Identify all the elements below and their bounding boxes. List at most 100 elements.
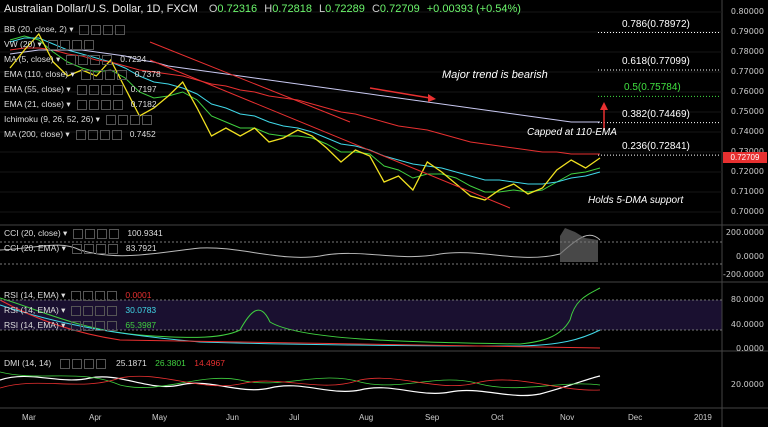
trend-annotation: Major trend is bearish <box>442 69 548 81</box>
dmi-adx-line <box>0 375 601 397</box>
indicator-label: BB (20, close, 2) <box>4 24 67 34</box>
dmi-minus-line <box>0 375 601 391</box>
panel-legend-row[interactable]: RSI (14, EMA) ▾ 30.0783 <box>4 305 157 317</box>
grid <box>0 11 722 213</box>
indicator-buttons[interactable] <box>76 99 125 111</box>
indicator-legend-row[interactable]: EMA (55, close) ▾ 0.7197 <box>4 84 157 96</box>
indicator-legend-row[interactable]: EMA (21, close) ▾ 0.7182 <box>4 99 157 111</box>
indicator-buttons[interactable] <box>66 54 114 66</box>
panel-legend-label: CCI (20, EMA) ▾ <box>4 243 66 253</box>
y-tick-label: 0.74000 <box>730 127 764 136</box>
panel-legend-value: 100.9341 <box>127 228 163 238</box>
panel-legend-label: CCI (20, close) ▾ <box>4 228 68 238</box>
cci-tick-0: 0.0000 <box>736 252 764 261</box>
indicator-label: MA (5, close) <box>4 54 54 64</box>
y-tick-label: 0.77000 <box>730 67 764 76</box>
series-line <box>9 47 600 155</box>
indicator-legend-row[interactable]: Ichimoku (9, 26, 52, 26) ▾ <box>4 114 154 126</box>
y-tick-label: 0.71000 <box>730 187 764 196</box>
panel-legend-row[interactable]: CCI (20, close) ▾ 100.9341 <box>4 228 163 240</box>
panel-legend-label: RSI (14, EMA) ▾ <box>4 320 66 330</box>
indicator-label: EMA (55, close) <box>4 84 64 94</box>
chevron-down-icon[interactable]: ▾ <box>63 129 70 139</box>
rsi-tick-0: 0.0000 <box>736 344 764 353</box>
indicator-value: 0.7224 <box>120 54 147 64</box>
y-tick-label: 0.79000 <box>730 27 764 36</box>
rsi-band <box>0 300 722 330</box>
cci-tick-neg200: -200.0000 <box>722 270 764 279</box>
indicator-legend-row[interactable]: MA (5, close) ▾ 0.7224 <box>4 54 147 66</box>
y-tick-label: 0.78000 <box>730 47 764 56</box>
trend-arrow <box>369 87 431 99</box>
x-tick-label: Aug <box>359 413 374 422</box>
fib-label: 0.618(0.77099) <box>622 56 690 68</box>
panel-legend-value: 0.0001 <box>125 290 152 300</box>
cci-fill <box>560 228 598 262</box>
panel-legend-value: 65.3987 <box>125 320 157 330</box>
fib-label: 0.382(0.74469) <box>622 108 690 120</box>
y-tick-label: 0.72000 <box>730 167 764 176</box>
panel-legend-row[interactable]: RSI (14, EMA) ▾ 0.0001 <box>4 290 152 302</box>
rsi-cyan-line <box>0 304 601 347</box>
dmi-legend[interactable]: DMI (14, 14) 25.1871 26.3801 14.4967 <box>4 358 225 370</box>
indicator-value: 0.7197 <box>130 84 157 94</box>
indicator-buttons[interactable] <box>75 129 124 141</box>
x-tick-label: Nov <box>560 413 575 422</box>
y-tick-label: 0.70000 <box>730 207 764 216</box>
y-tick-label: 0.80000 <box>730 7 764 16</box>
indicator-label: MA (200, close) <box>4 129 64 139</box>
indicator-buttons[interactable] <box>47 39 96 51</box>
indicator-legend-row[interactable]: MA (200, close) ▾ 0.7452 <box>4 129 156 141</box>
cci-line <box>0 234 601 258</box>
x-tick-label: 2019 <box>694 413 712 422</box>
last-price-tag: 0.72709 <box>723 152 767 163</box>
trend-channel <box>149 41 511 209</box>
series-line <box>9 32 601 201</box>
y-tick-label: 0.76000 <box>730 87 764 96</box>
chevron-down-icon[interactable]: ▾ <box>64 84 71 94</box>
y-tick-label: 0.73000 <box>731 147 764 156</box>
chevron-down-icon[interactable]: ▾ <box>53 54 61 64</box>
indicator-legend-row[interactable]: VW (20) ▾ <box>4 39 96 51</box>
indicator-legend-row[interactable]: EMA (110, close) ▾ 0.7378 <box>4 69 161 81</box>
x-tick-label: Jun <box>226 413 239 422</box>
indicator-buttons[interactable] <box>105 114 154 126</box>
channel-line <box>149 41 351 123</box>
chevron-down-icon[interactable]: ▾ <box>35 39 42 49</box>
panel-legend-row[interactable]: RSI (14, EMA) ▾ 65.3987 <box>4 320 157 332</box>
indicator-buttons[interactable] <box>76 84 125 96</box>
rsi-tick-40: 40.0000 <box>730 320 764 329</box>
indicator-value: 0.7182 <box>130 99 157 109</box>
capped-arrow-head <box>600 102 608 110</box>
panel-legend-row[interactable]: CCI (20, EMA) ▾ 83.7921 <box>4 243 157 255</box>
cci-tick-200: 200.0000 <box>725 228 764 237</box>
series-layer <box>9 32 601 201</box>
panel-legend-label: RSI (14, EMA) ▾ <box>4 290 66 300</box>
indicator-buttons[interactable] <box>79 24 127 36</box>
fib-label: 0.5(0.75784) <box>624 82 681 94</box>
x-tick-label: Mar <box>22 413 36 422</box>
chevron-down-icon[interactable]: ▾ <box>66 24 74 34</box>
holds-annotation: Holds 5-DMA support <box>588 195 684 206</box>
x-tick-label: Sep <box>425 413 440 422</box>
indicator-value: 0.7378 <box>134 69 161 79</box>
x-tick-label: Oct <box>491 413 504 422</box>
chevron-down-icon[interactable]: ▾ <box>68 69 75 79</box>
chevron-down-icon[interactable]: ▾ <box>93 114 100 124</box>
x-tick-label: May <box>152 413 168 422</box>
fib-label: 0.786(0.78972) <box>622 18 690 30</box>
indicator-legend-row[interactable]: BB (20, close, 2) ▾ <box>4 24 127 36</box>
indicator-buttons[interactable] <box>80 69 129 81</box>
trend-arrow-head <box>428 94 436 102</box>
x-tick-label: Apr <box>89 413 102 422</box>
indicator-label: EMA (21, close) <box>4 99 64 109</box>
rsi-red-line <box>0 299 601 349</box>
symbol-title[interactable]: Australian Dollar/U.S. Dollar, 1D, FXCM <box>4 3 198 15</box>
panel-legend-value: 30.0783 <box>125 305 157 315</box>
panel-legend-label: RSI (14, EMA) ▾ <box>4 305 66 315</box>
indicator-label: Ichimoku (9, 26, 52, 26) <box>4 114 94 124</box>
chart-header: Australian Dollar/U.S. Dollar, 1D, FXCM … <box>4 3 521 15</box>
change-value: +0.00393 (+0.54%) <box>426 3 521 15</box>
chevron-down-icon[interactable]: ▾ <box>64 99 71 109</box>
